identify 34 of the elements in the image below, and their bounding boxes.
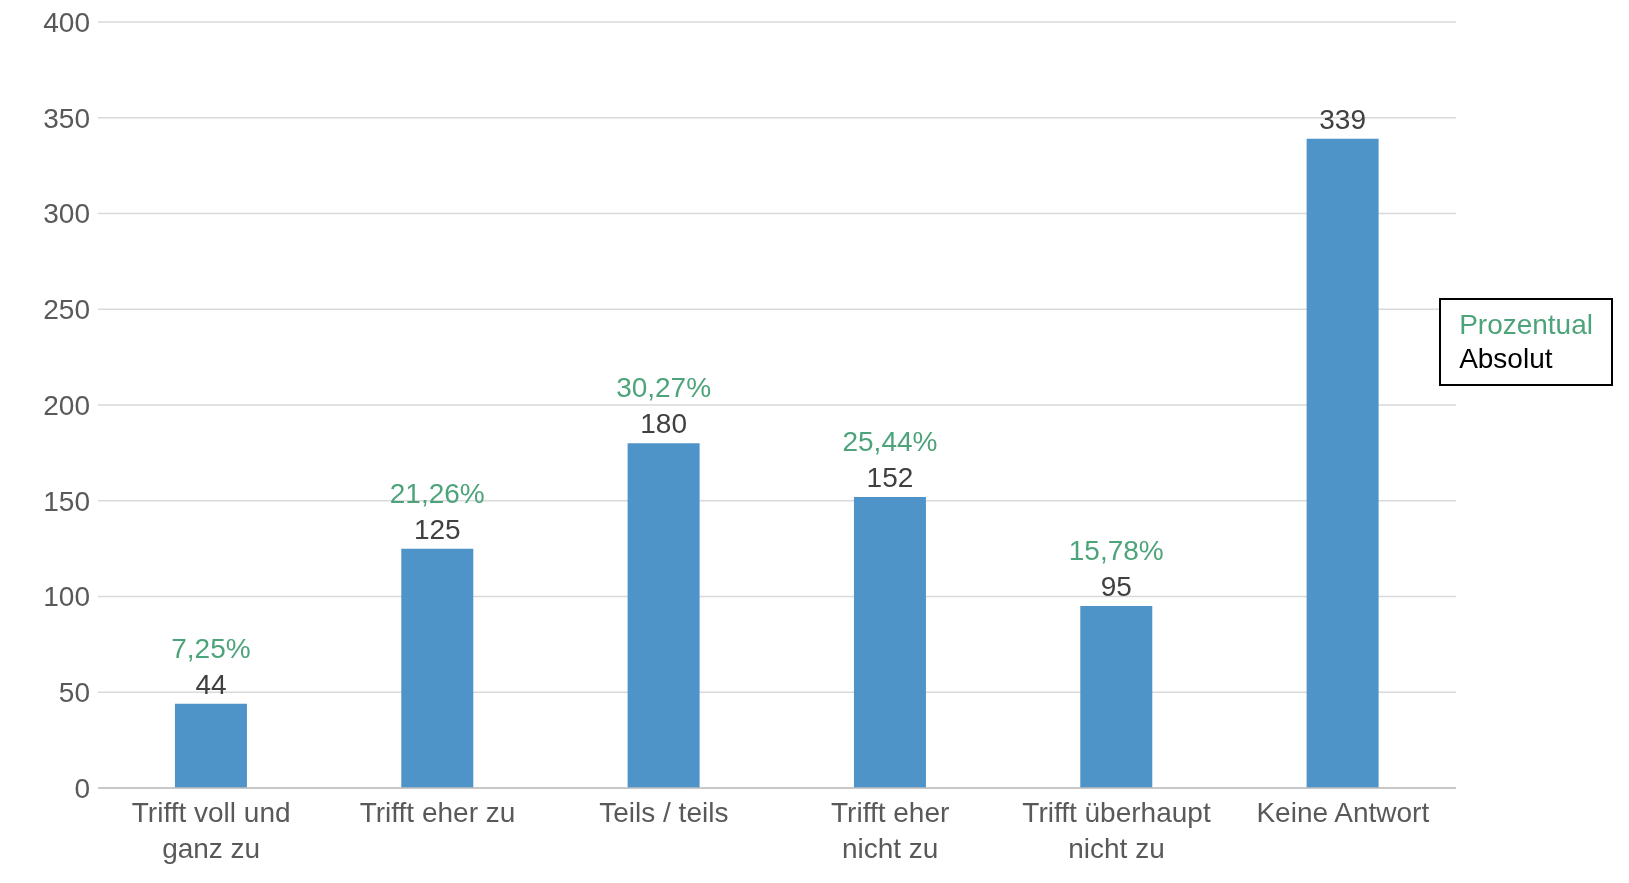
y-tick-label: 50 [58,677,90,709]
x-tick-label: Keine Antwort [1256,797,1430,828]
legend-title: Prozentual [1459,308,1593,342]
annotation: 7,25% [171,632,251,664]
bar [627,443,700,788]
y-tick-label: 250 [43,294,90,326]
y-tick-label: 200 [43,389,90,421]
bar [1306,138,1379,788]
annotation: 15,78% [1068,535,1164,567]
x-tick-label: Trifft eher nicht zu [831,797,950,864]
x-tick-label: Trifft voll und ganz zu [131,797,291,864]
data-label: 125 [413,513,461,545]
data-label: 95 [1100,571,1132,603]
text: Absolut [1459,342,1554,376]
annotation: 30,27% [616,372,712,404]
y-tick-label: 300 [43,198,90,230]
bar [853,496,926,788]
y-tick-label: 400 [43,6,90,38]
data-label: 44 [195,668,227,700]
y-tick-label: 0 [74,772,90,804]
data-label: 339 [1319,103,1366,135]
x-tick-label: Teils / teils [599,797,729,828]
data-label: 152 [866,461,914,493]
bar [1080,606,1153,788]
bar [174,703,247,788]
bar [401,548,474,788]
y-tick-label: 100 [43,581,90,613]
y-tick-label: 350 [43,102,90,134]
x-tick-label: Trifft eher zu [359,797,516,828]
annotation: 21,26% [389,477,485,509]
data-label: 180 [640,408,687,440]
annotation: 25,44% [842,425,938,457]
x-tick-label: Trifft überhaupt nicht zu [1022,797,1211,864]
y-tick-label: 150 [43,485,90,517]
